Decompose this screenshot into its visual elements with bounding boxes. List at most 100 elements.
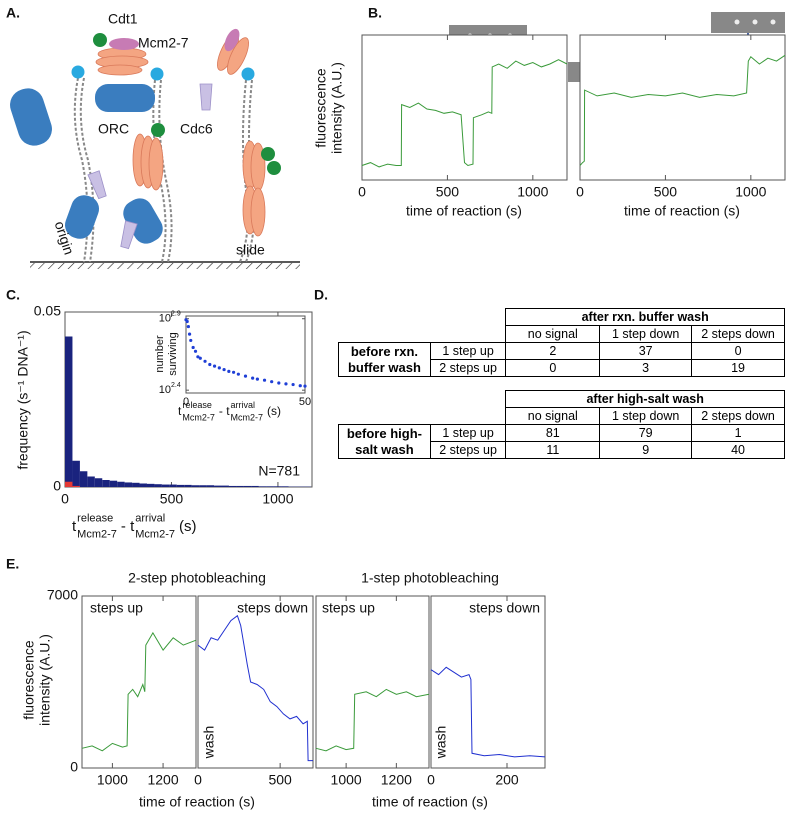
- hist-bar: [72, 485, 80, 487]
- biotin: [241, 67, 255, 81]
- point: [262, 378, 267, 382]
- chart-title: 2-step photobleaching: [128, 570, 266, 586]
- column-header: 2 steps down: [691, 325, 785, 343]
- point: [193, 349, 198, 353]
- point: [232, 370, 236, 374]
- x-axis-label-sup: release: [77, 513, 113, 525]
- y-tick-label: 0: [70, 759, 78, 775]
- y-tick-label: 7000: [47, 587, 78, 603]
- x-axis-label-sup: release: [182, 400, 212, 410]
- x-axis-label: time of reaction (s): [406, 203, 522, 219]
- annotation: steps up: [90, 600, 143, 616]
- row-group-header: before high-salt wash: [338, 424, 431, 459]
- x-tick-label: 1000: [735, 184, 766, 200]
- table-cell: 11: [505, 441, 601, 459]
- point: [277, 381, 281, 385]
- point: [203, 359, 207, 363]
- diagram: Cdt1 Mcm2-7 ORC Cdc6 origin slide: [10, 11, 300, 269]
- hist-bar: [79, 471, 88, 487]
- point: [243, 374, 248, 378]
- y-axis-label: fluorescence: [21, 640, 37, 720]
- y-axis-label: surviving: [167, 332, 179, 375]
- empty-cell: [430, 326, 506, 343]
- row-header: 2 steps up: [429, 441, 507, 459]
- row-header: 1 step up: [429, 342, 507, 360]
- empty-cell: [430, 408, 506, 425]
- x-tick-label: 0: [194, 772, 202, 788]
- orc: [10, 88, 52, 146]
- annotation: wash: [201, 726, 217, 760]
- hist-bar: [94, 478, 103, 487]
- plot: 0 200: [427, 595, 546, 788]
- x-axis-label-sup: arrival: [135, 513, 165, 525]
- point: [251, 376, 255, 380]
- y-tick-label: 10: [159, 384, 171, 396]
- diagram-label: Cdc6: [180, 121, 213, 137]
- column-header: 1 step down: [599, 407, 693, 425]
- point: [303, 384, 307, 388]
- biotin: [71, 65, 85, 79]
- x-tick-label: 0: [576, 184, 584, 200]
- x-axis-label-sub: Mcm2-7: [182, 412, 215, 422]
- x-axis-label: time of reaction (s): [372, 794, 488, 810]
- trace: [315, 688, 430, 752]
- x-axis-label: t: [72, 518, 77, 535]
- hist-bar: [124, 482, 133, 487]
- trace: [579, 54, 786, 166]
- hist-bar: [65, 336, 73, 487]
- diagram-label: Mcm2-7: [138, 35, 189, 51]
- table-cell: 37: [599, 342, 693, 360]
- hist-bar: [236, 485, 244, 487]
- data-table: after high-salt wash no signal 1 step down…: [338, 390, 785, 459]
- table-cell: 19: [691, 359, 785, 377]
- row-header: 2 steps up: [429, 359, 507, 377]
- hist-bar: [65, 481, 73, 487]
- hist-bar: [266, 486, 274, 487]
- y-axis-label: intensity (A.U.): [37, 634, 53, 726]
- x-tick-label: 0: [183, 396, 189, 408]
- point: [236, 372, 240, 376]
- point: [227, 369, 231, 373]
- hist-bar: [109, 480, 118, 487]
- annotation: steps up: [322, 600, 375, 616]
- empty-cell: [339, 309, 431, 326]
- plot: 0 500 1000: [576, 34, 786, 200]
- table-header: after rxn. buffer wash: [505, 308, 785, 326]
- row-group-header: before rxn. buffer wash: [338, 342, 431, 377]
- slide-hatch: [30, 263, 300, 269]
- x-tick-label: 1000: [331, 772, 362, 788]
- hist-bar: [161, 484, 170, 487]
- hist-bar: [199, 485, 207, 487]
- hist-bar: [169, 484, 177, 487]
- point: [191, 345, 195, 350]
- table-header: after high-salt wash: [505, 390, 785, 408]
- row-header: 1 step up: [429, 424, 507, 442]
- y-axis-label: fluorescence: [313, 68, 329, 148]
- column-header: 2 steps down: [691, 407, 785, 425]
- point: [298, 384, 302, 388]
- x-axis-label: - t: [219, 404, 230, 418]
- hist-bar: [206, 485, 215, 487]
- point: [196, 355, 200, 359]
- plot: 0 500 1000: [358, 34, 568, 200]
- empty-cell: [339, 326, 431, 343]
- hist-bar: [72, 460, 80, 487]
- table-cell: 0: [691, 342, 785, 360]
- hist-bar: [258, 486, 267, 487]
- y-tick-label: 0.05: [34, 303, 61, 319]
- hist-bar: [221, 485, 229, 487]
- x-tick-label: 500: [654, 184, 678, 200]
- panel-label: B.: [368, 5, 382, 21]
- x-tick-label: 200: [495, 772, 519, 788]
- x-tick-label: 500: [268, 772, 292, 788]
- x-tick-label: 1200: [381, 772, 412, 788]
- point: [222, 367, 226, 372]
- x-axis-label-sup: arrival: [231, 400, 256, 410]
- x-tick-label: 0: [61, 491, 69, 507]
- cdt1: [224, 28, 240, 52]
- x-axis-label: t: [178, 404, 182, 418]
- dots: [93, 33, 281, 175]
